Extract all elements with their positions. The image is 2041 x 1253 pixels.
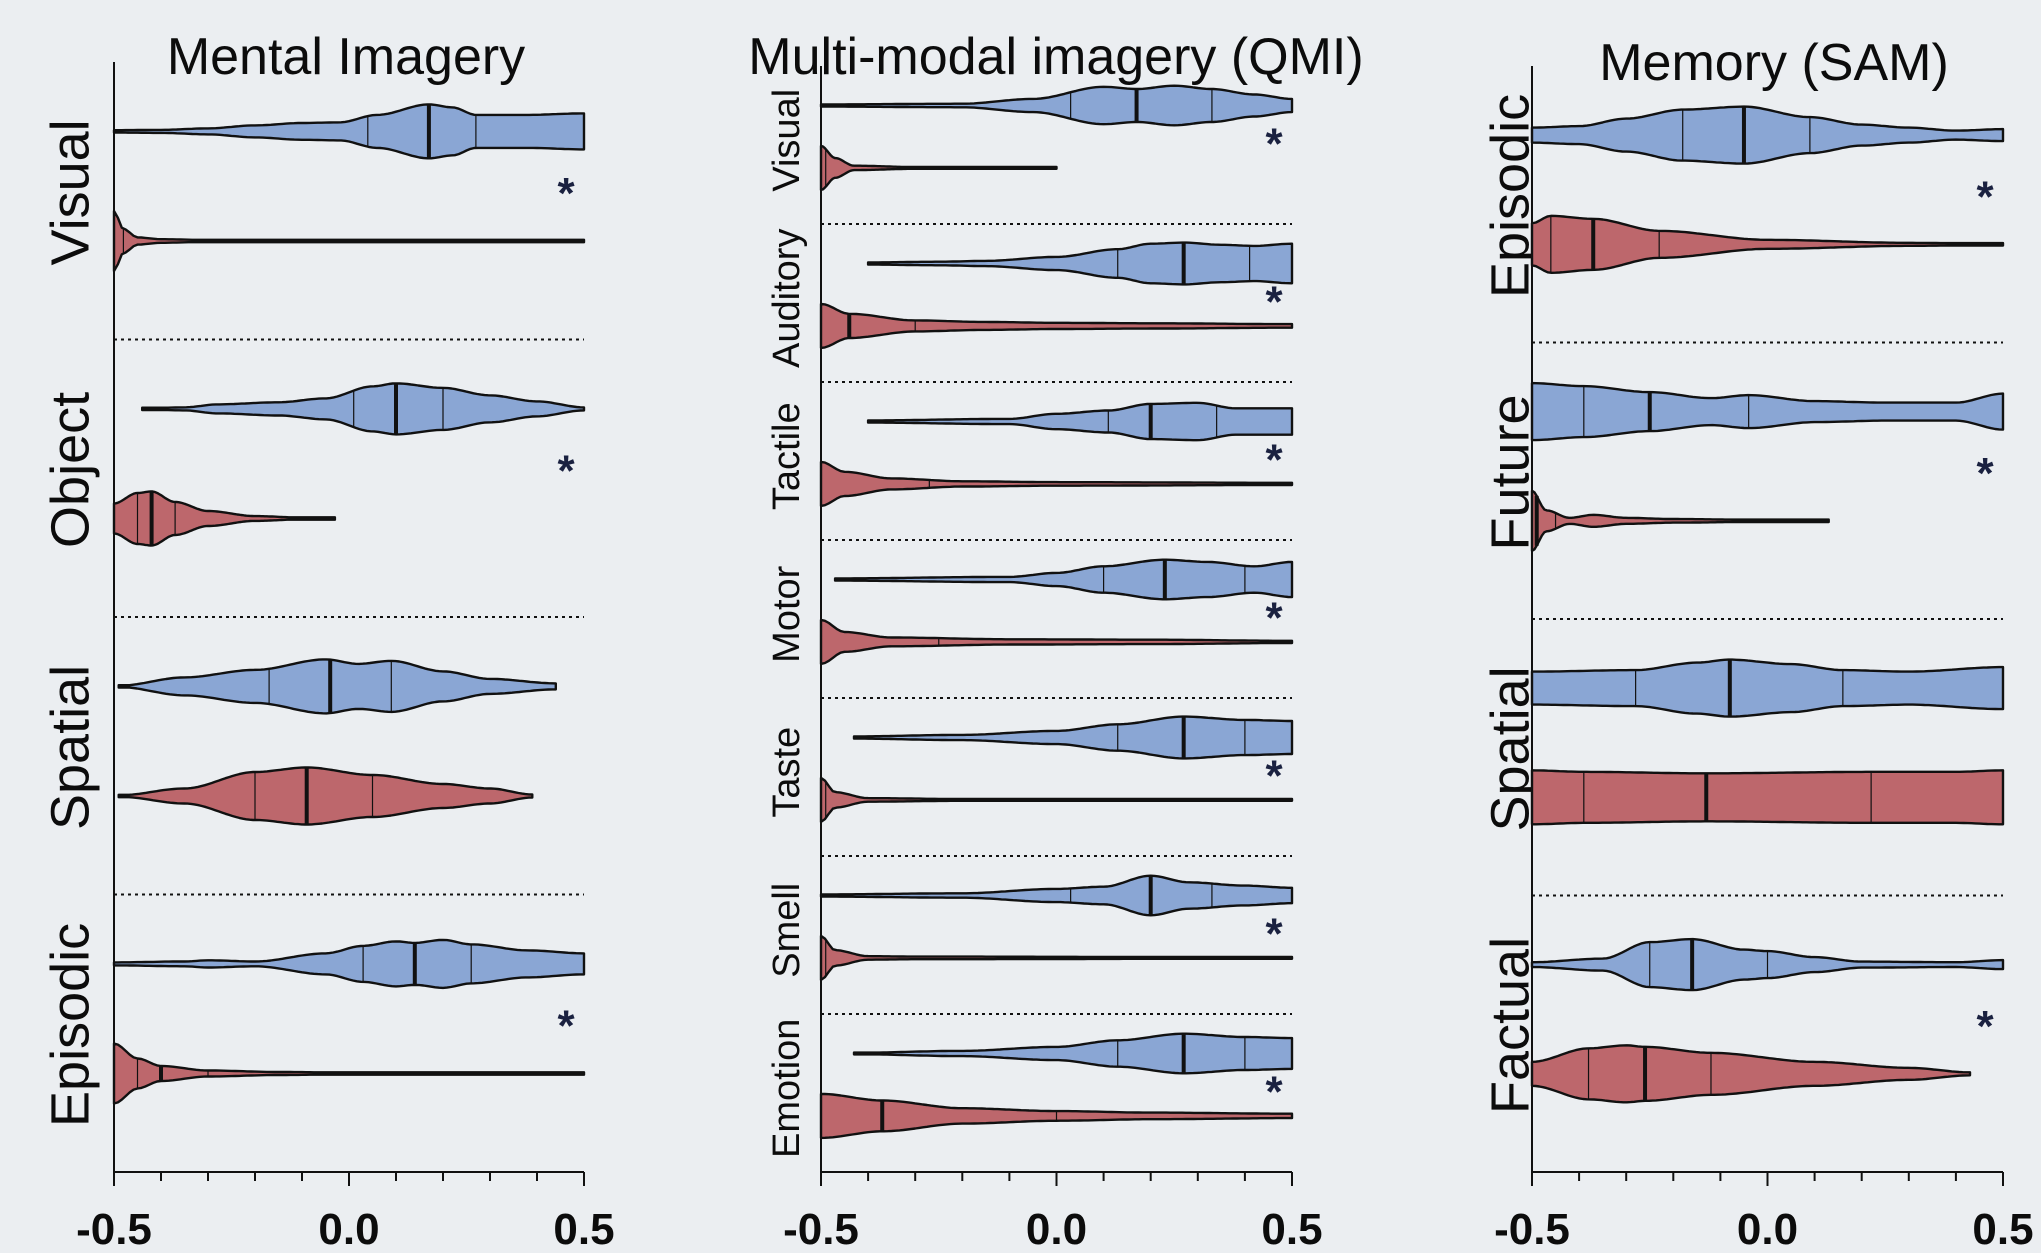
panel-title: Mental Imagery	[167, 28, 525, 86]
blue-violin	[852, 715, 1294, 760]
row-emotion: Emotion *	[766, 1019, 1294, 1158]
red-violin	[112, 490, 337, 547]
row-label: Emotion	[766, 1019, 808, 1158]
row-visual: Visual *	[766, 84, 1294, 225]
panel-title: Memory (SAM)	[1599, 34, 1949, 92]
row-label: Episodic	[1480, 94, 1540, 298]
blue-violin	[852, 1032, 1294, 1075]
blue-violin	[141, 382, 586, 436]
row-episodic: Episodic *	[40, 923, 586, 1127]
row-label: Factual	[1480, 937, 1540, 1114]
blue-violin	[819, 874, 1294, 917]
x-tick-label: 0.5	[553, 1205, 614, 1253]
row-label: Episodic	[40, 923, 100, 1127]
significance-star: *	[557, 1002, 575, 1051]
row-taste: Taste *	[766, 715, 1294, 857]
row-label: Tactile	[766, 402, 808, 510]
row-spatial: Spatial	[1480, 658, 2005, 897]
panel-0: Mental Imagery -0.5 0.0 0.5 Visual * Object * Sp…	[40, 28, 614, 1253]
blue-violin	[1530, 381, 2005, 442]
row-factual: Factual *	[1480, 937, 2005, 1114]
red-violin	[1530, 214, 2005, 274]
x-tick-label: 0.0	[1737, 1205, 1798, 1253]
row-label: Visual	[766, 89, 808, 192]
x-tick-label: 0.5	[1972, 1205, 2033, 1253]
row-spatial: Spatial	[40, 658, 584, 896]
blue-violin	[112, 103, 586, 160]
row-tactile: Tactile *	[766, 401, 1294, 541]
row-label: Taste	[766, 727, 808, 818]
row-label: Object	[40, 392, 100, 548]
significance-star: *	[1265, 594, 1283, 643]
red-violin	[819, 618, 1294, 666]
x-tick-label: 0.5	[1261, 1205, 1322, 1253]
significance-star: *	[1976, 449, 1994, 498]
red-violin	[1530, 489, 1830, 552]
row-label: Future	[1480, 394, 1540, 550]
significance-star: *	[1265, 120, 1283, 169]
significance-star: *	[1265, 910, 1283, 959]
blue-violin	[866, 401, 1294, 442]
significance-star: *	[1265, 278, 1283, 327]
panel-2: Memory (SAM) -0.5 0.0 0.5 Episodic * Future * Sp…	[1480, 34, 2033, 1253]
red-violin	[819, 302, 1294, 350]
blue-violin	[866, 241, 1294, 286]
x-tick-label: -0.5	[76, 1205, 152, 1253]
red-violin	[819, 934, 1294, 982]
row-motor: Motor *	[766, 558, 1294, 699]
significance-star: *	[557, 447, 575, 496]
significance-star: *	[1976, 173, 1994, 222]
red-violin	[1530, 769, 2005, 826]
row-label: Motor	[766, 565, 808, 662]
row-label: Spatial	[1480, 666, 1540, 831]
blue-violin	[1530, 105, 2005, 165]
blue-violin	[1530, 658, 2005, 718]
panel-1: Multi-modal imagery (QMI) -0.5 0.0 0.5 Visua…	[748, 28, 1363, 1253]
red-violin	[819, 460, 1294, 508]
row-label: Auditory	[766, 229, 808, 368]
red-violin	[819, 144, 1058, 192]
row-label: Visual	[40, 119, 100, 265]
row-smell: Smell *	[766, 874, 1294, 1015]
x-tick-label: 0.0	[1026, 1205, 1087, 1253]
row-label: Smell	[766, 883, 808, 978]
red-violin	[112, 1042, 586, 1105]
blue-violin	[112, 938, 586, 990]
red-violin	[117, 766, 534, 826]
row-object: Object *	[40, 382, 586, 618]
panel-title: Multi-modal imagery (QMI)	[748, 28, 1363, 86]
x-tick-label: -0.5	[783, 1205, 859, 1253]
significance-star: *	[1265, 752, 1283, 801]
red-violin	[112, 209, 586, 273]
blue-violin	[833, 558, 1294, 601]
x-tick-label: -0.5	[1494, 1205, 1570, 1253]
red-violin	[819, 776, 1294, 824]
blue-violin	[117, 658, 557, 715]
significance-star: *	[1976, 1002, 1994, 1051]
significance-star: *	[1265, 1068, 1283, 1117]
row-auditory: Auditory *	[766, 229, 1294, 383]
row-future: Future *	[1480, 381, 2005, 620]
red-violin	[1530, 1044, 1972, 1104]
significance-star: *	[1265, 436, 1283, 485]
x-tick-label: 0.0	[318, 1205, 379, 1253]
row-visual: Visual *	[40, 103, 586, 341]
row-label: Spatial	[40, 665, 100, 830]
significance-star: *	[557, 169, 575, 218]
row-episodic: Episodic *	[1480, 94, 2005, 344]
blue-violin	[819, 84, 1294, 127]
